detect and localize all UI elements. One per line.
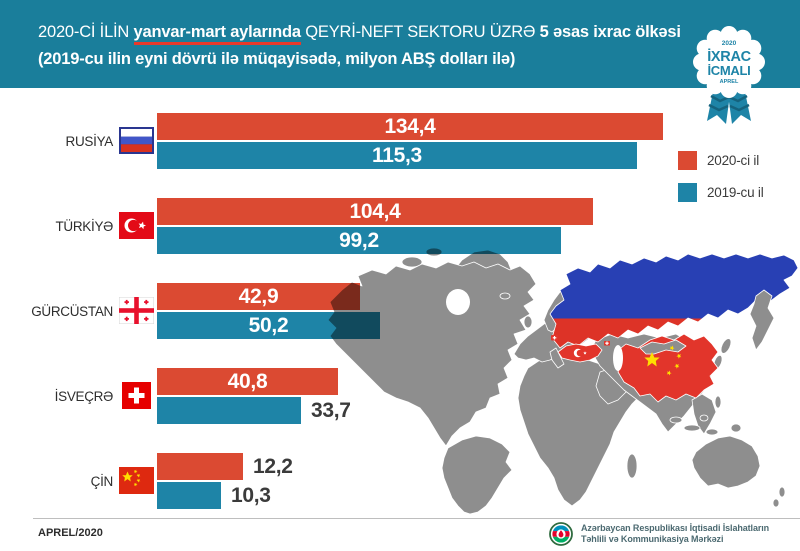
chart-row-turkiye: TÜRKİYƏ 104,4 99,2 (38, 198, 738, 254)
bar-2020-gurcustan: 42,9 (157, 283, 360, 310)
country-label-turkiye: TÜRKİYƏ (55, 218, 113, 234)
value-label: 134,4 (384, 114, 436, 138)
legend-item-2019: 2019-cu il (678, 183, 764, 202)
bar-2019-rusiya: 115,3 (157, 142, 637, 169)
bar-2019-gurcustan: 50,2 (157, 312, 380, 339)
page-title: 2020-Cİ İLİN yanvar-mart aylarında QEYRİ… (38, 19, 681, 73)
value-label: 115,3 (372, 143, 422, 167)
badge-year: 2020 (722, 40, 737, 47)
ixrac-icmali-badge: 2020 İXRAC İCMALI APREL (684, 26, 774, 138)
flag-switzerland-icon (122, 382, 151, 409)
bar-2019-turkiye: 99,2 (157, 227, 561, 254)
legend: 2020-ci il 2019-cu il (678, 151, 764, 215)
rosette-ribbon-icon: 2020 İXRAC İCMALI APREL (693, 26, 765, 124)
title-part1: 2020-Cİ İLİN (38, 23, 130, 41)
bar-group: 42,9 50,2 (157, 283, 380, 341)
value-label: 12,2 (253, 454, 293, 478)
badge-month: APREL (720, 79, 739, 85)
legend-item-2020: 2020-ci il (678, 151, 764, 170)
bar-group: 40,8 33,7 (157, 368, 351, 426)
country-label-rusiya: RUSİYA (65, 133, 114, 149)
legend-label-2020: 2020-ci il (707, 153, 760, 168)
legend-swatch-2019 (678, 183, 697, 202)
bar-2020-isvecre: 40,8 (157, 368, 338, 395)
bar-2020-rusiya: 134,4 (157, 113, 663, 140)
title-part4: 5 əsas ixrac ölkəsi (539, 23, 681, 41)
bar-group: 104,4 99,2 (157, 198, 593, 256)
bar-group: 134,4 115,3 (157, 113, 663, 171)
chart-row-rusiya: RUSİYA 134,4 115,3 (38, 113, 738, 169)
org-name: Azərbaycan Respublikası İqtisadi İslahat… (581, 523, 769, 545)
country-label-gurcustan: GÜRCÜSTAN (31, 303, 113, 319)
footer-organization: Azərbaycan Respublikası İqtisadi İslahat… (549, 522, 769, 546)
chart-row-cin: ÇİN 12,2 10,3 (38, 453, 738, 509)
legend-swatch-2020 (678, 151, 697, 170)
bar-2020-turkiye: 104,4 (157, 198, 593, 225)
flag-georgia-icon (119, 297, 154, 324)
value-label: 33,7 (311, 398, 351, 422)
bar-group: 12,2 10,3 (157, 453, 293, 511)
org-name-line1: Azərbaycan Respublikası İqtisadi İslahat… (581, 523, 770, 533)
badge-line2: İCMALI (708, 63, 751, 78)
value-label: 104,4 (349, 199, 401, 223)
bar-2019-cin: 10,3 (157, 482, 271, 509)
value-label: 50,2 (248, 313, 289, 337)
badge-line1: İXRAC (707, 48, 751, 65)
subtitle: (2019-cu ilin eyni dövrü ilə müqayisədə,… (38, 50, 516, 68)
legend-label-2019: 2019-cu il (707, 185, 764, 200)
org-name-line2: Təhlili və Kommunikasiya Mərkəzi (581, 534, 724, 544)
title-part3: QEYRİ-NEFT SEKTORU ÜZRƏ (305, 23, 536, 41)
footer-date: APREL/2020 (38, 527, 103, 539)
bar-2019-isvecre: 33,7 (157, 397, 351, 424)
bar-2020-cin: 12,2 (157, 453, 293, 480)
value-label: 40,8 (227, 369, 268, 393)
title-part2-underlined: yanvar-mart aylarında (133, 23, 301, 45)
flag-china-icon (119, 467, 154, 494)
header-bar: 2020-Cİ İLİN yanvar-mart aylarında QEYRİ… (0, 0, 800, 88)
flag-turkey-icon (119, 212, 154, 239)
chart-row-gurcustan: GÜRCÜSTAN 42,9 50,2 (31, 283, 738, 341)
country-label-isvecre: İSVEÇRƏ (54, 388, 114, 404)
value-label: 10,3 (231, 483, 271, 507)
value-label: 42,9 (238, 284, 279, 308)
flag-russia-icon (119, 127, 154, 154)
value-label: 99,2 (339, 228, 379, 252)
chart-row-isvecre: İSVEÇRƏ 40,8 33,7 (38, 368, 738, 424)
title-line1: 2020-Cİ İLİN yanvar-mart aylarında QEYRİ… (38, 19, 681, 46)
country-label-cin: ÇİN (90, 473, 114, 489)
org-emblem-icon (549, 522, 573, 546)
footer-divider (33, 518, 800, 519)
